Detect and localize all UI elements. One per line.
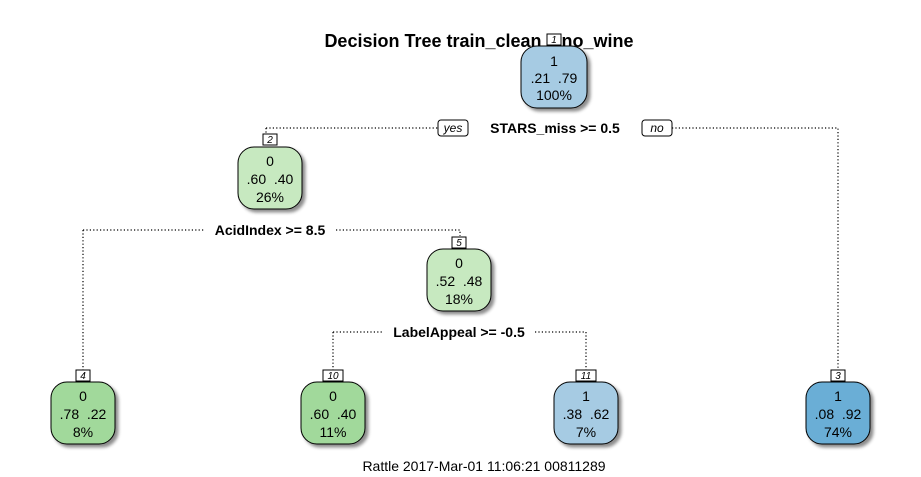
node-percent: 7% [576,424,596,440]
tree-node-5: 5 0 .52 .48 18% [426,236,492,312]
tree-node-10: 10 0 .60 .40 11% [300,369,366,445]
node-class: 0 [329,388,337,404]
node-percent: 11% [320,424,347,440]
tree-node-4: 4 0 .78 .22 8% [50,369,116,445]
node-probs: .08 .92 [815,406,862,422]
node-percent: 8% [73,424,93,440]
node-percent: 74% [824,424,852,440]
no-tag: no [641,119,673,137]
node-probs: .38 .62 [563,406,610,422]
node-number: 5 [456,238,462,249]
node-box [300,381,366,445]
svg-text:no: no [650,121,664,135]
node-percent: 100% [536,87,572,103]
node-number: 11 [581,371,591,382]
node-number: 10 [327,371,339,382]
node-class: 0 [455,255,463,271]
edge-node2-left [82,229,205,370]
node-class: 1 [834,388,842,404]
node-class: 1 [550,53,558,69]
node-number: 1 [551,35,557,46]
yes-tag: yes [437,119,469,137]
split-label-root: STARS_miss >= 0.5 [490,120,620,136]
node-percent: 18% [445,291,473,307]
node-box [553,381,619,445]
tree-node-3: 3 1 .08 .92 74% [805,369,871,445]
svg-text:yes: yes [443,121,463,135]
node-class: 1 [582,388,590,404]
tree-node-2: 2 0 .60 .40 26% [237,133,303,210]
split-label-node2: AcidIndex >= 8.5 [215,222,326,238]
tree-node-1: 1 1 .21 .79 100% [520,33,588,109]
split-label-node5: LabelAppeal >= -0.5 [393,324,525,340]
node-class: 0 [266,153,274,169]
node-percent: 26% [256,189,284,205]
node-number: 3 [835,371,841,382]
node-probs: .60 .40 [310,406,357,422]
edge-root-right [672,127,839,370]
node-box [50,381,116,445]
node-probs: .78 .22 [60,406,107,422]
node-number-box [546,33,562,46]
chart-title: Decision Tree train_clean $ no_wine [324,31,633,51]
node-probs: .52 .48 [436,273,483,289]
node-class: 0 [79,388,87,404]
node-box [805,381,871,445]
node-number: 2 [266,135,273,146]
tree-node-11: 11 1 .38 .62 7% [553,369,619,445]
node-box [426,248,492,312]
node-box [237,146,303,210]
node-box [520,45,588,109]
node-probs: .21 .79 [531,70,578,86]
caption: Rattle 2017-Mar-01 11:06:21 00811289 [362,458,605,474]
node-probs: .60 .40 [247,171,294,187]
edge-node5-left [332,331,383,370]
edge-node5-right [535,331,587,370]
edge-node2-right [336,229,461,236]
node-number: 4 [80,371,86,382]
